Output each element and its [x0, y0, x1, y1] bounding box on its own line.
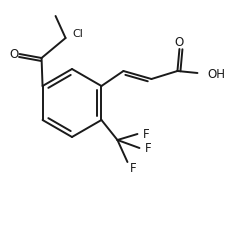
- Text: F: F: [129, 162, 136, 175]
- Text: F: F: [144, 142, 151, 155]
- Text: O: O: [9, 47, 18, 60]
- Text: O: O: [175, 36, 184, 49]
- Text: F: F: [143, 127, 149, 140]
- Text: Cl: Cl: [73, 29, 84, 39]
- Text: OH: OH: [208, 67, 225, 80]
